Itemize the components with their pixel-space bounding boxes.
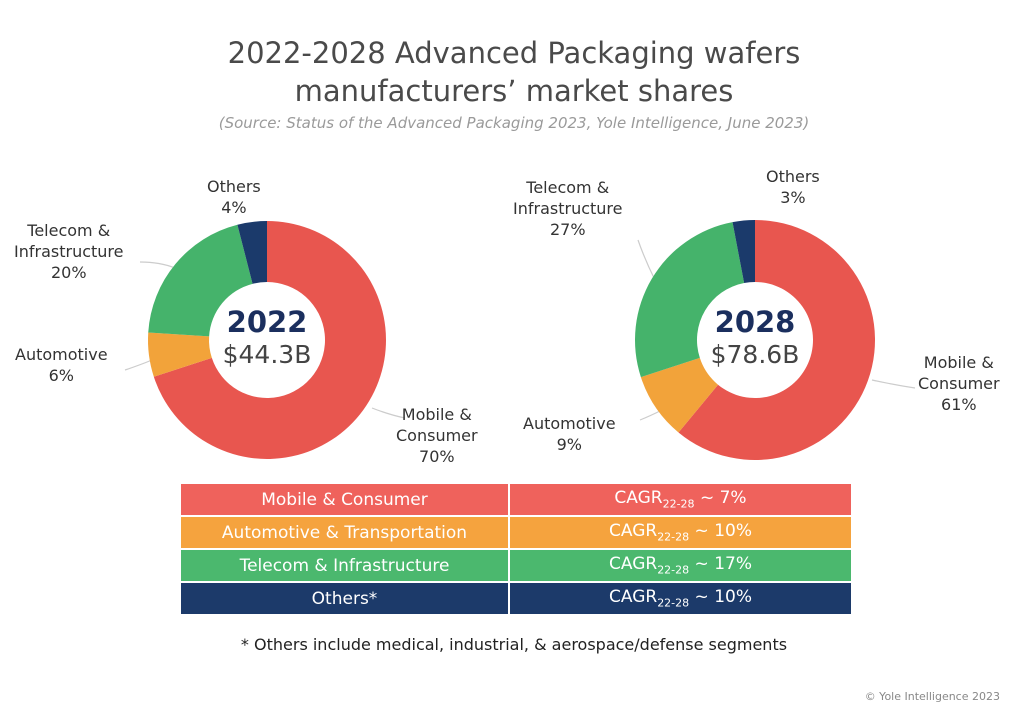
label-telecom-2028: Telecom & Infrastructure 27% [513,177,622,240]
title-line-1: 2022-2028 Advanced Packaging wafers [227,36,801,70]
label-mobile-2028: Mobile & Consumer 61% [918,352,1000,415]
title-line-2: manufacturers’ market shares [294,74,734,108]
cagr-cell: CAGR22-28 ~ 7% [509,484,851,517]
cagr-period: 22-28 [662,497,695,511]
segment-cell: Automotive & Transportation [181,516,510,550]
donut-slice-telecom-infrastructure [148,224,253,337]
cagr-prefix: CAGR [614,488,663,509]
label-percent: 3% [780,188,806,207]
center-value: $78.6B [710,340,800,369]
label-percent: 4% [221,198,247,217]
label-text: Consumer [918,374,1000,393]
cagr-prefix: CAGR [609,521,658,542]
center-value: $44.3B [222,340,312,369]
label-text: Mobile & [923,353,994,372]
table-row: Telecom & Infrastructure CAGR22-28 ~ 17% [181,549,851,583]
label-telecom-2022: Telecom & Infrastructure 20% [14,220,123,283]
donut-slice-telecom-infrastructure [635,222,745,378]
cagr-value: ~ 7% [694,488,747,509]
label-others-2028: Others 3% [766,166,820,208]
label-text: Others [766,167,820,186]
label-text: Mobile & [401,405,472,424]
donut-charts [124,220,916,460]
segment-cell: Others* [181,582,510,616]
cagr-value: ~ 10% [689,521,752,542]
label-percent: 9% [556,435,582,454]
donut-2022-center: 2022 $44.3B [197,305,337,371]
label-text: Automotive [523,414,616,433]
table-row: Mobile & Consumer CAGR22-28 ~ 7% [181,484,851,517]
label-others-2022: Others 4% [207,176,261,218]
segment-cell: Mobile & Consumer [181,484,510,517]
label-text: Automotive [15,345,108,364]
cagr-period: 22-28 [657,596,690,610]
label-percent: 6% [48,366,74,385]
label-text: Telecom & [27,221,111,240]
label-percent: 61% [941,395,977,414]
cagr-cell: CAGR22-28 ~ 10% [509,516,851,550]
label-percent: 70% [419,447,455,466]
chart-subtitle: (Source: Status of the Advanced Packagin… [218,114,810,132]
donut-slice-mobile-consumer [153,221,387,460]
donut-slice-automotive [148,332,212,377]
cagr-cell: CAGR22-28 ~ 10% [509,582,851,616]
donut-2028-center: 2028 $78.6B [685,305,825,371]
footnote: * Others include medical, industrial, & … [240,635,788,654]
cagr-cell: CAGR22-28 ~ 17% [509,549,851,583]
segment-cell: Telecom & Infrastructure [181,549,510,583]
donut-2022 [148,221,387,460]
label-text: Telecom & [526,178,610,197]
table-row: Others* CAGR22-28 ~ 10% [181,582,851,616]
copyright: © Yole Intelligence 2023 [864,690,1000,703]
label-automotive-2022: Automotive 6% [15,344,108,386]
label-automotive-2028: Automotive 9% [523,413,616,455]
label-text: Consumer [396,426,478,445]
leader-line [371,407,406,419]
label-text: Others [207,177,261,196]
donut-2028 [635,220,876,460]
donut-slice-mobile-consumer [678,220,876,460]
cagr-value: ~ 10% [689,587,752,608]
leader-line [139,261,176,269]
table-row: Automotive & Transportation CAGR22-28 ~ 1… [181,516,851,550]
center-year: 2028 [714,305,796,339]
donut-slice-others [732,220,755,284]
leader-line [871,379,916,389]
leader-line [637,239,656,281]
chart-title: 2022-2028 Advanced Packaging wafers manu… [0,34,1028,110]
center-year: 2022 [226,305,308,339]
label-text: Infrastructure [513,199,623,218]
cagr-period: 22-28 [657,530,690,544]
cagr-table: Mobile & Consumer CAGR22-28 ~ 7% Automotiv… [181,484,851,616]
donut-slice-others [237,221,267,284]
label-text: Infrastructure [14,242,124,261]
donut-slice-automotive [640,357,719,433]
leader-line [124,359,153,371]
cagr-value: ~ 17% [689,554,752,575]
label-percent: 20% [50,263,87,282]
cagr-period: 22-28 [657,563,690,577]
label-percent: 27% [549,220,586,239]
label-mobile-2022: Mobile & Consumer 70% [396,404,478,467]
cagr-prefix: CAGR [609,587,658,608]
cagr-prefix: CAGR [609,554,658,575]
